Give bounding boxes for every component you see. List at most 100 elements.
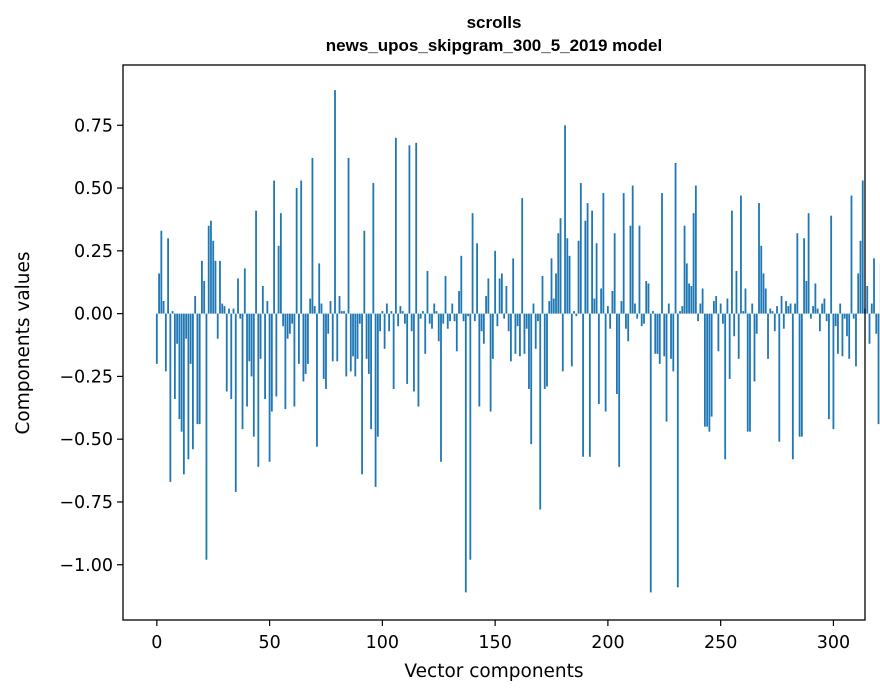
bar-273 <box>771 311 774 314</box>
bar-204 <box>616 313 618 394</box>
bar-178 <box>557 233 560 314</box>
bar-180 <box>561 313 564 372</box>
bar-304 <box>841 313 844 357</box>
bar-61 <box>293 313 296 407</box>
bar-230 <box>674 162 677 314</box>
bar-23 <box>207 225 210 314</box>
bar-170 <box>539 313 542 510</box>
bar-308 <box>850 195 853 314</box>
bar-75 <box>325 313 327 389</box>
bar-129 <box>446 313 449 329</box>
bar-280 <box>787 306 790 314</box>
bar-156 <box>507 313 510 332</box>
bar-213 <box>636 313 639 319</box>
bar-50 <box>268 313 271 462</box>
bar-229 <box>672 313 675 372</box>
bar-82 <box>340 311 343 314</box>
bar-88 <box>354 313 357 377</box>
bar-312 <box>859 240 862 314</box>
x-tick-label: 50 <box>258 633 280 653</box>
bar-92 <box>363 230 366 314</box>
bar-231 <box>676 313 679 588</box>
bar-176 <box>552 298 555 314</box>
bar-90 <box>358 313 361 324</box>
bar-305 <box>843 313 846 319</box>
bar-236 <box>688 283 690 314</box>
chart-subtitle: news_upos_skipgram_300_5_2019 model <box>326 36 662 55</box>
y-tick-label: 0.25 <box>74 242 113 262</box>
bar-183 <box>568 255 571 314</box>
y-tick-label: 0.00 <box>74 305 113 325</box>
bar-161 <box>519 313 521 357</box>
bar-258 <box>737 313 740 359</box>
bar-67 <box>307 313 309 364</box>
bar-122 <box>431 313 433 329</box>
bar-18 <box>196 313 199 425</box>
bar-16 <box>192 313 194 450</box>
bar-98 <box>376 313 379 437</box>
bar-158 <box>512 258 515 314</box>
bar-210 <box>629 225 632 314</box>
bar-283 <box>794 303 796 314</box>
bar-21 <box>203 280 206 314</box>
bar-135 <box>460 255 463 314</box>
bar-42 <box>250 313 253 377</box>
bar-302 <box>837 313 839 354</box>
bar-301 <box>834 313 837 327</box>
bar-25 <box>212 240 215 314</box>
bar-91 <box>361 313 363 475</box>
bar-60 <box>291 313 294 324</box>
bar-15 <box>189 313 192 364</box>
bar-287 <box>803 238 805 314</box>
bar-110 <box>404 313 406 324</box>
bar-191 <box>586 203 589 314</box>
bar-107 <box>397 313 400 327</box>
bar-133 <box>455 313 458 352</box>
bar-291 <box>812 306 815 314</box>
bar-51 <box>270 313 273 412</box>
bar-28 <box>219 260 221 314</box>
bar-148 <box>489 313 492 412</box>
bar-153 <box>500 273 503 314</box>
bar-257 <box>735 270 738 314</box>
bar-13 <box>185 313 188 339</box>
bar-299 <box>830 215 833 314</box>
bar-319 <box>875 313 878 334</box>
bar-306 <box>846 313 848 337</box>
bar-26 <box>214 260 217 314</box>
bar-70 <box>313 306 316 314</box>
bar-266 <box>755 313 758 334</box>
bar-65 <box>302 313 305 382</box>
bar-219 <box>649 313 652 593</box>
bar-284 <box>796 233 799 314</box>
bar-215 <box>640 313 643 327</box>
y-tick-label: 0.50 <box>74 179 113 199</box>
bar-263 <box>749 313 751 432</box>
bar-5 <box>167 238 169 314</box>
bar-272 <box>769 308 772 314</box>
bar-85 <box>347 157 350 314</box>
bar-3 <box>162 301 165 314</box>
bar-200 <box>606 306 609 314</box>
bar-95 <box>370 313 372 430</box>
bar-102 <box>385 303 388 314</box>
x-tick-label: 100 <box>366 633 399 653</box>
bar-4 <box>164 313 167 372</box>
bar-142 <box>476 243 478 314</box>
bar-77 <box>329 301 332 314</box>
bar-186 <box>575 313 578 317</box>
bar-209 <box>627 313 630 342</box>
bar-234 <box>683 225 686 314</box>
bar-224 <box>661 193 663 314</box>
bar-208 <box>625 313 627 329</box>
bar-7 <box>171 311 174 314</box>
bar-37 <box>239 313 242 319</box>
bar-140 <box>471 213 474 314</box>
bar-256 <box>733 313 736 337</box>
bar-275 <box>776 306 778 314</box>
bar-167 <box>532 303 535 314</box>
bar-146 <box>485 296 487 314</box>
bar-104 <box>390 311 393 314</box>
bar-143 <box>478 313 481 407</box>
bar-310 <box>855 313 857 367</box>
